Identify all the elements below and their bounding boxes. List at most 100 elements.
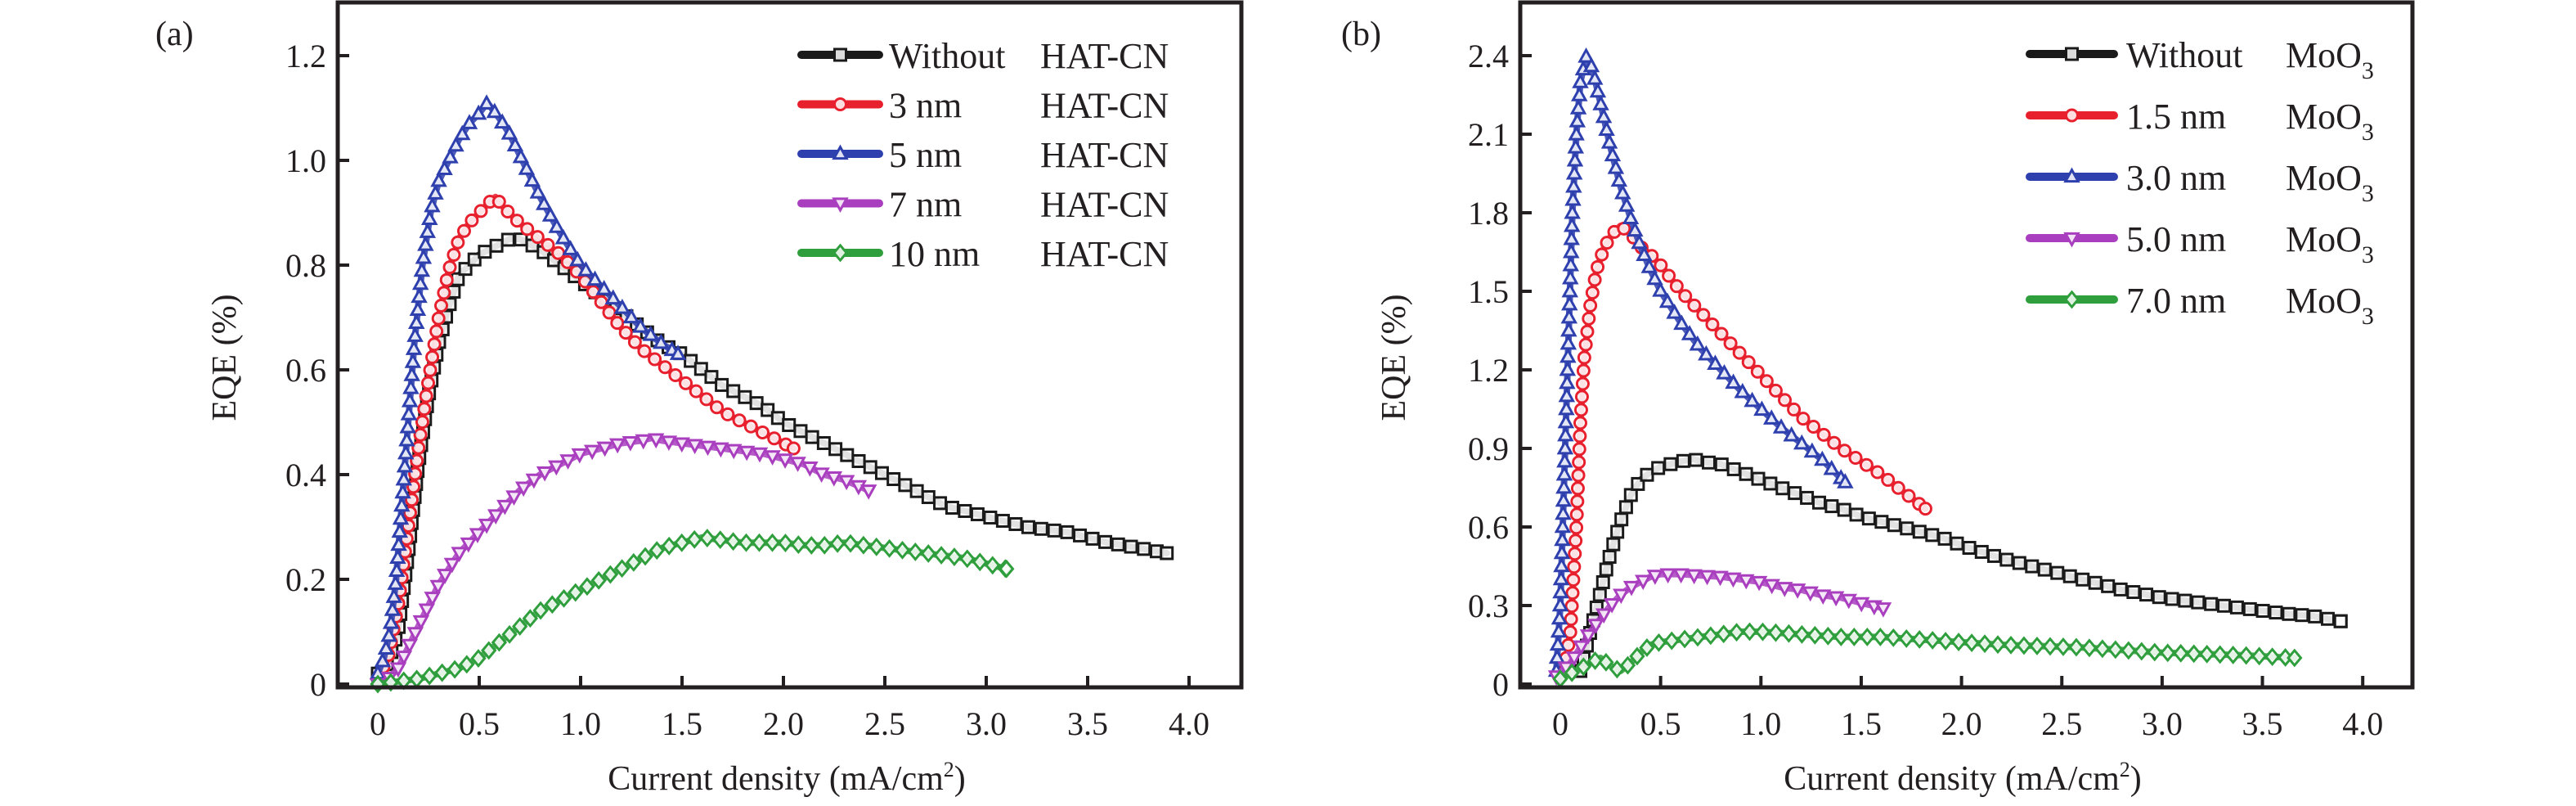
data-point: [674, 533, 690, 552]
data-point: [1573, 640, 1590, 656]
data-point: [2186, 644, 2202, 664]
data-point: [699, 440, 716, 457]
legend-label-suffix: MoO3: [2286, 158, 2374, 207]
data-point: [686, 529, 702, 549]
data-point: [478, 518, 496, 534]
data-point: [602, 565, 619, 584]
data-point: [1874, 515, 1889, 529]
data-point: [1646, 570, 1664, 585]
data-point: [2212, 645, 2228, 664]
data-point: [442, 147, 459, 164]
data-point: [1553, 556, 1570, 573]
data-point: [1716, 624, 1732, 644]
data-point: [439, 272, 454, 287]
data-point: [1575, 376, 1590, 391]
data-point: [2055, 637, 2071, 656]
data-point: [1698, 344, 1715, 361]
x-axis-title: Current density (mA/cm2): [1784, 758, 2142, 798]
panel-b-legend: Without MoO3 1.5 nm MoO3 3.0 nm MoO3 5.0 nm MoO…: [2026, 35, 2374, 330]
data-point: [1802, 586, 1819, 602]
data-point: [1567, 560, 1582, 574]
data-point: [970, 507, 985, 521]
data-point: [684, 353, 698, 368]
data-point: [1582, 311, 1596, 326]
data-point: [635, 434, 652, 450]
data-point: [1137, 542, 1151, 556]
data-point: [390, 535, 407, 552]
data-point: [1111, 537, 1125, 552]
x-axis-title: Current density (mA/cm2): [608, 758, 966, 798]
data-point: [2042, 637, 2058, 656]
data-point: [568, 583, 584, 602]
data-point: [579, 577, 595, 597]
data-point: [456, 223, 471, 238]
data-point: [496, 499, 514, 516]
data-point: [500, 124, 518, 140]
data-point: [1659, 568, 1676, 584]
data-point: [725, 444, 743, 460]
legend-label: 3 nm: [889, 86, 962, 126]
data-point: [1592, 588, 1607, 602]
data-point: [637, 547, 653, 566]
data-point: [2308, 609, 2322, 624]
data-point: [1622, 580, 1640, 597]
data-point: [813, 467, 830, 483]
legend-marker-icon: [2063, 232, 2080, 248]
data-point: [710, 400, 725, 415]
data-point: [743, 419, 758, 434]
data-point: [2012, 556, 2026, 570]
data-point: [377, 639, 395, 655]
y-tick-label: 0: [1492, 666, 1509, 703]
x-tick-label: 2.0: [763, 705, 804, 742]
data-point: [493, 113, 511, 129]
data-point: [2062, 569, 2077, 583]
data-point: [985, 556, 1001, 575]
data-point: [447, 247, 461, 262]
data-point: [429, 324, 444, 339]
data-point: [2029, 636, 2045, 655]
data-point: [1838, 444, 1852, 458]
data-point: [1823, 459, 1840, 475]
data-point: [421, 666, 438, 686]
data-point: [648, 352, 662, 367]
data-point: [396, 457, 414, 473]
data-point: [1772, 418, 1790, 434]
data-point: [387, 574, 404, 590]
data-point: [999, 559, 1015, 579]
data-point: [1725, 572, 1742, 588]
legend-item: 7 nm HAT-CN: [797, 185, 1169, 225]
data-point: [2088, 575, 2103, 590]
data-point: [2152, 590, 2166, 605]
data-point: [401, 392, 419, 408]
data-point: [385, 588, 403, 603]
data-point: [2076, 572, 2090, 587]
data-point: [1614, 183, 1631, 200]
data-point: [2025, 559, 2040, 574]
data-point: [1571, 468, 1586, 483]
data-point: [726, 384, 741, 398]
data-point: [1598, 120, 1615, 136]
data-point: [1570, 494, 1585, 509]
y-tick-label: 0.2: [285, 561, 326, 598]
data-point: [1600, 133, 1618, 149]
data-point: [1853, 597, 1870, 613]
data-point: [1690, 628, 1706, 647]
data-point: [1562, 242, 1580, 259]
data-point: [642, 326, 659, 341]
data-point: [551, 245, 566, 260]
data-point: [825, 471, 843, 487]
data-point: [2081, 638, 2098, 658]
data-point: [801, 462, 819, 477]
data-point: [618, 326, 633, 340]
data-point: [1739, 466, 1753, 481]
data-point: [1703, 626, 1719, 646]
data-point: [764, 450, 781, 466]
data-point: [693, 362, 708, 376]
data-point: [1987, 548, 2002, 563]
x-tick-label: 4.0: [2342, 705, 2383, 742]
data-point: [407, 313, 425, 329]
data-point: [1783, 426, 1800, 442]
data-point: [790, 535, 806, 554]
data-point: [1060, 525, 1075, 539]
data-point: [1622, 209, 1640, 224]
